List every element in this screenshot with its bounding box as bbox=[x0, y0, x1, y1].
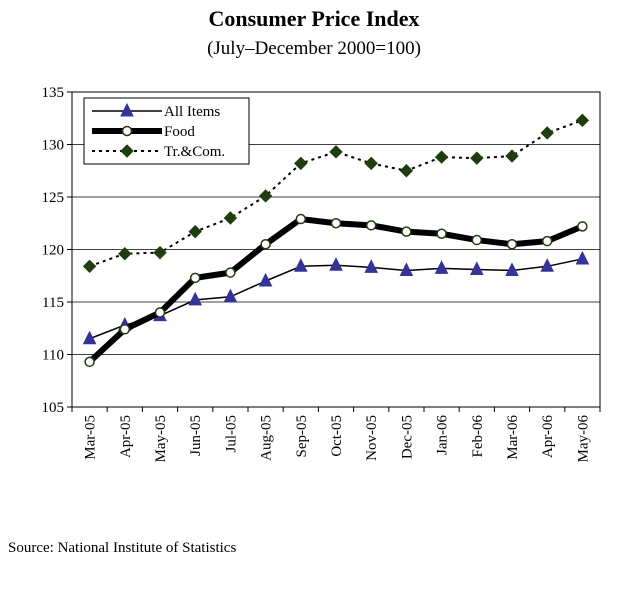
x-tick-label: Oct-05 bbox=[329, 415, 345, 457]
x-tick-label: Mar-06 bbox=[505, 415, 521, 460]
point bbox=[295, 213, 307, 225]
point bbox=[223, 288, 238, 303]
point bbox=[575, 250, 590, 265]
point bbox=[505, 149, 519, 163]
point bbox=[401, 226, 412, 237]
plot-frame bbox=[71, 91, 601, 408]
point bbox=[434, 260, 449, 274]
x-tick-label: Feb-06 bbox=[470, 415, 486, 458]
point bbox=[469, 261, 484, 275]
point bbox=[82, 259, 97, 274]
chart-title: Consumer Price Index bbox=[208, 6, 419, 31]
y-tick-label: 110 bbox=[42, 348, 64, 364]
x-tick-label: Mar-05 bbox=[83, 415, 99, 460]
point bbox=[364, 156, 378, 171]
point bbox=[258, 272, 273, 287]
point bbox=[329, 257, 343, 271]
point bbox=[575, 113, 590, 128]
point bbox=[329, 145, 343, 159]
x-tick-label: Apr-05 bbox=[118, 415, 134, 458]
point bbox=[399, 262, 414, 276]
point bbox=[293, 258, 308, 272]
point bbox=[118, 246, 132, 261]
legend-marker bbox=[120, 102, 134, 117]
point bbox=[577, 221, 588, 232]
point bbox=[470, 151, 484, 165]
point bbox=[471, 234, 483, 246]
point bbox=[434, 150, 449, 164]
point bbox=[294, 156, 308, 171]
point bbox=[436, 228, 447, 239]
point bbox=[154, 307, 166, 318]
point bbox=[540, 126, 554, 140]
point bbox=[188, 291, 203, 306]
y-tick-label: 120 bbox=[42, 243, 65, 259]
source-note: Source: National Institute of Statistics bbox=[8, 540, 236, 556]
y-tick-label: 115 bbox=[42, 295, 64, 311]
y-tick-label: 125 bbox=[42, 190, 65, 206]
legend-label: Tr.&Com. bbox=[164, 144, 225, 160]
x-tick-label: Sep-05 bbox=[294, 415, 310, 458]
chart-subtitle: (July–December 2000=100) bbox=[207, 38, 421, 59]
y-tick-label: 105 bbox=[42, 400, 65, 416]
point bbox=[225, 267, 236, 278]
point bbox=[540, 258, 555, 272]
legend-marker bbox=[120, 144, 134, 158]
point bbox=[260, 239, 271, 250]
x-tick-label: Jun-05 bbox=[188, 415, 204, 456]
x-tick-label: Apr-06 bbox=[540, 415, 556, 459]
y-tick-label: 130 bbox=[42, 138, 65, 154]
x-tick-label: Dec-05 bbox=[399, 415, 415, 459]
point bbox=[188, 224, 202, 239]
x-tick-label: Jul-05 bbox=[223, 415, 239, 453]
y-tick-label: 135 bbox=[42, 85, 65, 101]
point bbox=[364, 259, 379, 273]
series-line bbox=[89, 119, 583, 268]
point bbox=[189, 272, 201, 284]
legend-label: Food bbox=[164, 124, 195, 140]
point bbox=[506, 239, 518, 250]
legend-marker bbox=[121, 125, 133, 137]
x-tick-label: May-05 bbox=[153, 415, 169, 463]
x-tick-label: Jan-06 bbox=[435, 415, 451, 455]
x-tick-label: Aug-05 bbox=[259, 415, 275, 461]
point bbox=[399, 164, 414, 178]
point bbox=[153, 245, 167, 260]
x-tick-label: Nov-05 bbox=[364, 415, 380, 461]
point bbox=[84, 356, 95, 368]
point bbox=[223, 211, 238, 225]
point bbox=[541, 235, 553, 247]
legend-label: All Items bbox=[164, 104, 220, 120]
point bbox=[258, 189, 273, 203]
point bbox=[330, 218, 342, 229]
point bbox=[505, 262, 519, 276]
point bbox=[365, 220, 377, 231]
x-tick-label: May-06 bbox=[575, 415, 591, 463]
point bbox=[82, 330, 97, 345]
point bbox=[119, 324, 131, 335]
